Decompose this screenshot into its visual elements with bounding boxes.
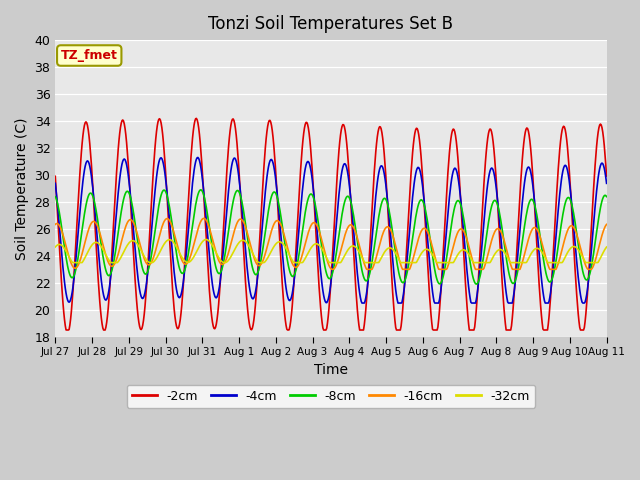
Title: Tonzi Soil Temperatures Set B: Tonzi Soil Temperatures Set B <box>209 15 453 33</box>
Y-axis label: Soil Temperature (C): Soil Temperature (C) <box>15 117 29 260</box>
Legend: -2cm, -4cm, -8cm, -16cm, -32cm: -2cm, -4cm, -8cm, -16cm, -32cm <box>127 384 535 408</box>
Text: TZ_fmet: TZ_fmet <box>61 49 118 62</box>
X-axis label: Time: Time <box>314 363 348 377</box>
